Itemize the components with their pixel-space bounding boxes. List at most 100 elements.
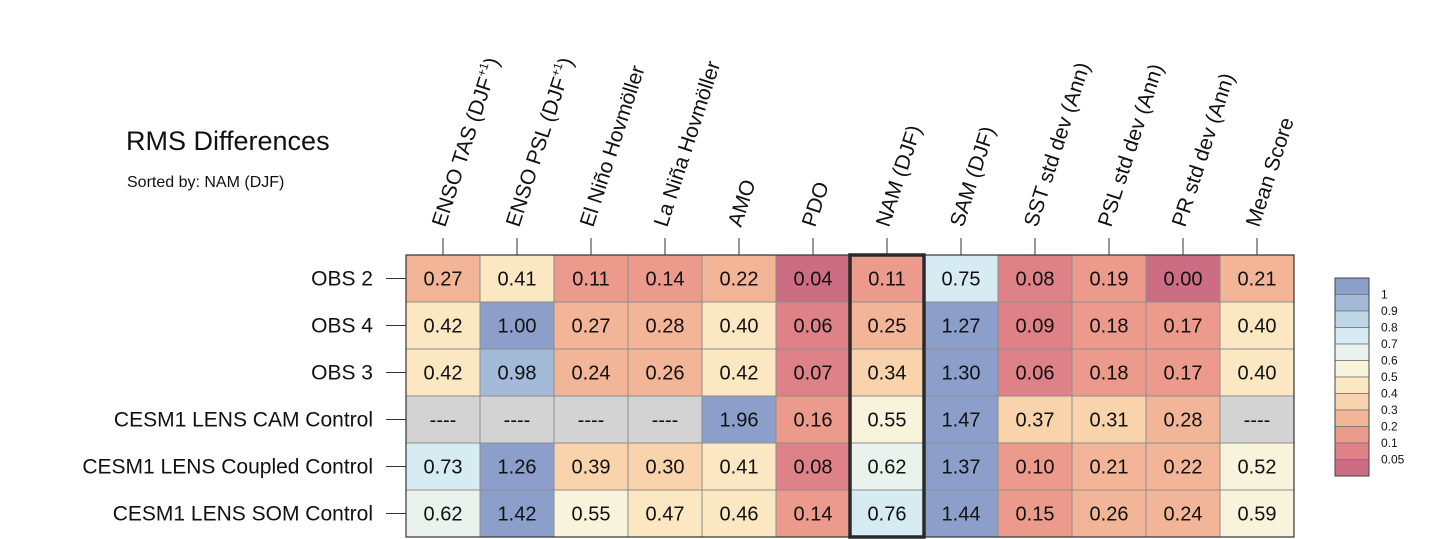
colorbar-swatch	[1334, 409, 1370, 427]
chart-subtitle: Sorted by: NAM (DJF)	[127, 174, 285, 191]
heatmap-cell	[627, 301, 703, 350]
heatmap-cell	[775, 301, 851, 350]
cell-value-label: 0.27	[424, 269, 463, 291]
heatmap-cell	[479, 301, 555, 350]
heatmap-cell	[1145, 395, 1221, 444]
cell-value-label: 0.40	[1238, 363, 1277, 385]
heatmap-cell	[701, 301, 777, 350]
cell-value-label: 0.75	[942, 269, 981, 291]
heatmap-cell	[923, 301, 999, 350]
cell-value-label: 0.62	[868, 457, 907, 479]
cell-value-label: 0.40	[720, 316, 759, 338]
heatmap-cell	[1071, 254, 1147, 303]
cell-value-label: 0.06	[794, 316, 833, 338]
cell-value-label: 0.28	[646, 316, 685, 338]
heatmap-cell	[553, 442, 629, 491]
heatmap-cell	[627, 442, 703, 491]
colorbar-swatch	[1334, 442, 1370, 460]
colorbar-swatch	[1334, 294, 1370, 312]
colorbar-tick-label: 0.3	[1381, 403, 1398, 417]
cell-value-label: 1.96	[720, 410, 759, 432]
cell-value-label: 0.11	[868, 269, 905, 291]
heatmap-cell	[849, 489, 925, 538]
cell-value-label: 1.30	[942, 363, 981, 385]
column-label: PDO	[798, 179, 834, 229]
cell-value-label: 0.24	[572, 363, 611, 385]
cell-value-label: 0.42	[424, 363, 463, 385]
column-label: AMO	[724, 177, 761, 230]
cell-value-label: 1.44	[942, 504, 981, 526]
heatmap-cell	[1219, 395, 1295, 444]
heatmap-cell	[1219, 489, 1295, 538]
cell-value-label: 0.55	[868, 410, 907, 432]
cell-value-label: 0.98	[498, 363, 537, 385]
cell-value-label: ----	[652, 410, 679, 432]
heatmap-cell	[627, 489, 703, 538]
cell-value-label: 0.14	[646, 269, 685, 291]
heatmap-cell	[1071, 395, 1147, 444]
column-label: ENSO TAS (DJF+1)	[426, 54, 504, 229]
heatmap-cell	[849, 301, 925, 350]
cell-value-label: 0.42	[720, 363, 759, 385]
chart-title: RMS Differences	[126, 126, 330, 156]
heatmap-cell	[701, 489, 777, 538]
colorbar-swatch	[1334, 376, 1370, 394]
cell-value-label: 0.25	[868, 316, 907, 338]
cell-value-label: 0.00	[1164, 269, 1203, 291]
cell-value-label: 0.34	[868, 363, 907, 385]
heatmap-cell	[997, 348, 1073, 397]
cell-value-label: 0.42	[424, 316, 463, 338]
cell-value-label: 0.47	[646, 504, 685, 526]
cell-value-label: 0.21	[1090, 457, 1129, 479]
cell-value-label: 0.41	[720, 457, 759, 479]
heatmap-cell	[627, 348, 703, 397]
cell-value-label: 0.11	[572, 269, 609, 291]
cell-value-label: 0.31	[1090, 410, 1129, 432]
row-label: CESM1 LENS CAM Control	[114, 409, 373, 432]
colorbar-swatch	[1334, 360, 1370, 378]
cell-value-label: 0.22	[720, 269, 759, 291]
heatmap-cell	[775, 442, 851, 491]
cell-value-label: 0.26	[1090, 504, 1129, 526]
column-label: SAM (DJF)	[946, 124, 1000, 230]
row-label: CESM1 LENS Coupled Control	[82, 456, 373, 479]
colorbar-swatch	[1334, 277, 1370, 295]
cell-value-label: 1.00	[498, 316, 537, 338]
heatmap-cell	[405, 489, 481, 538]
cell-value-label: 1.47	[942, 410, 981, 432]
heatmap-cell	[1145, 301, 1221, 350]
cell-value-label: 0.18	[1090, 363, 1129, 385]
heatmap-cell	[1219, 301, 1295, 350]
cell-value-label: 0.41	[498, 269, 537, 291]
heatmap-cell	[1071, 301, 1147, 350]
colorbar-swatch	[1334, 393, 1370, 411]
cell-value-label: 0.17	[1164, 316, 1203, 338]
colorbar-tick-label: 0.2	[1381, 420, 1398, 434]
cell-value-label: 0.16	[794, 410, 833, 432]
cell-value-label: 1.26	[498, 457, 537, 479]
colorbar-tick-label: 0.7	[1381, 337, 1398, 351]
row-label: OBS 2	[311, 268, 373, 291]
cell-value-label: ----	[578, 410, 605, 432]
cell-value-label: 0.17	[1164, 363, 1203, 385]
row-label: CESM1 LENS SOM Control	[113, 503, 373, 526]
column-label: SST std dev (Ann)	[1020, 60, 1095, 230]
cell-value-label: 0.22	[1164, 457, 1203, 479]
heatmap-cell	[553, 395, 629, 444]
column-label: PR std dev (Ann)	[1168, 70, 1239, 229]
cell-value-label: ----	[1244, 410, 1271, 432]
cell-value-label: 0.21	[1238, 269, 1277, 291]
colorbar-tick-label: 0.9	[1381, 304, 1398, 318]
heatmap-cell	[1145, 348, 1221, 397]
cell-value-label: 0.37	[1016, 410, 1055, 432]
row-label: OBS 4	[311, 315, 373, 338]
cell-value-label: 0.73	[424, 457, 463, 479]
cell-value-label: 0.55	[572, 504, 611, 526]
cell-value-label: 0.28	[1164, 410, 1203, 432]
cell-value-label: 0.09	[1016, 316, 1055, 338]
heatmap-cell	[997, 489, 1073, 538]
colorbar-swatch	[1334, 327, 1370, 345]
cell-value-label: 0.14	[794, 504, 833, 526]
cell-value-label: 0.10	[1016, 457, 1055, 479]
